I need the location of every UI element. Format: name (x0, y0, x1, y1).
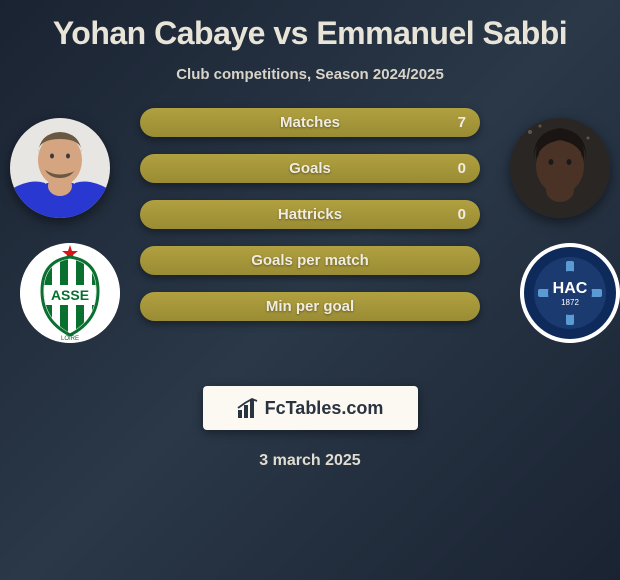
player-right-avatar (510, 118, 610, 218)
stat-label: Goals (289, 160, 331, 177)
stat-pill-min-per-goal: Min per goal (140, 292, 480, 321)
avatar-right-svg (510, 118, 610, 218)
stat-value-right: 0 (458, 206, 466, 223)
crest-left-svg: ASSE LOIRE (20, 243, 120, 343)
stat-label: Matches (280, 114, 340, 131)
date: 3 march 2025 (0, 452, 620, 470)
crest-right-abbr: HAC (553, 280, 588, 297)
crest-left-abbr: ASSE (51, 287, 89, 303)
avatar-left-svg (10, 118, 110, 218)
stat-pill-hattricks: Hattricks 0 (140, 200, 480, 229)
watermark-text: FcTables.com (265, 398, 384, 419)
stat-label: Min per goal (266, 298, 354, 315)
stat-pill-goals-per-match: Goals per match (140, 246, 480, 275)
comparison-area: ASSE LOIRE HAC 1872 Matches 7 (0, 108, 620, 368)
stat-pill-matches: Matches 7 (140, 108, 480, 137)
crest-right-year: 1872 (561, 298, 579, 307)
club-left-crest: ASSE LOIRE (20, 243, 120, 343)
chart-icon (237, 398, 259, 418)
page-title: Yohan Cabaye vs Emmanuel Sabbi (0, 15, 620, 52)
stat-value-right: 0 (458, 160, 466, 177)
crest-left-footer: LOIRE (61, 336, 79, 342)
infographic-container: Yohan Cabaye vs Emmanuel Sabbi Club comp… (0, 0, 620, 480)
stat-label: Goals per match (251, 252, 369, 269)
stat-value-right: 7 (458, 114, 466, 131)
stat-pills: Matches 7 Goals 0 Hattricks 0 Goals per … (140, 108, 480, 321)
crest-right-svg: HAC 1872 (520, 243, 620, 343)
club-right-crest: HAC 1872 (520, 243, 620, 343)
stat-label: Hattricks (278, 206, 342, 223)
watermark: FcTables.com (203, 386, 418, 430)
subtitle: Club competitions, Season 2024/2025 (0, 66, 620, 83)
stat-pill-goals: Goals 0 (140, 154, 480, 183)
player-left-avatar (10, 118, 110, 218)
